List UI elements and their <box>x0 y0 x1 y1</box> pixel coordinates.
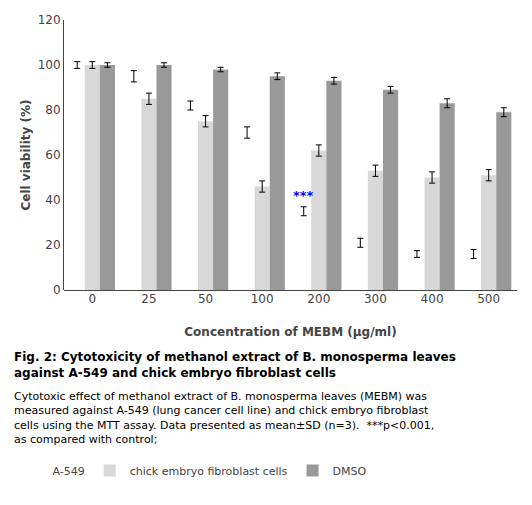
svg-text:Fig. 2: Cytotoxicity of methan: Fig. 2: Cytotoxicity of methanol extract… <box>14 350 456 380</box>
svg-text:DMSO: DMSO <box>333 465 367 478</box>
svg-text:0: 0 <box>88 292 96 306</box>
svg-text:100: 100 <box>38 58 61 72</box>
svg-text:***: *** <box>293 188 314 203</box>
svg-text:A-549: A-549 <box>52 465 84 478</box>
svg-text:50: 50 <box>198 292 213 306</box>
svg-text:Cytotoxic effect of methanol e: Cytotoxic effect of methanol extract of … <box>14 390 434 446</box>
svg-text:chick embryo fibroblast cells: chick embryo fibroblast cells <box>130 465 288 478</box>
svg-text:300: 300 <box>364 292 387 306</box>
svg-text:100: 100 <box>251 292 274 306</box>
svg-text:120: 120 <box>38 13 61 27</box>
svg-text:40: 40 <box>45 193 60 207</box>
svg-text:200: 200 <box>307 292 330 306</box>
svg-text:400: 400 <box>421 292 444 306</box>
svg-text:60: 60 <box>45 148 60 162</box>
svg-text:500: 500 <box>477 292 500 306</box>
svg-text:Concentration of MEBM (μg/ml): Concentration of MEBM (μg/ml) <box>184 325 396 339</box>
svg-text:20: 20 <box>45 238 60 252</box>
svg-text:25: 25 <box>141 292 156 306</box>
svg-text:Cell viability (%): Cell viability (%) <box>19 99 33 210</box>
svg-text:80: 80 <box>45 103 60 117</box>
svg-text:0: 0 <box>53 283 61 297</box>
